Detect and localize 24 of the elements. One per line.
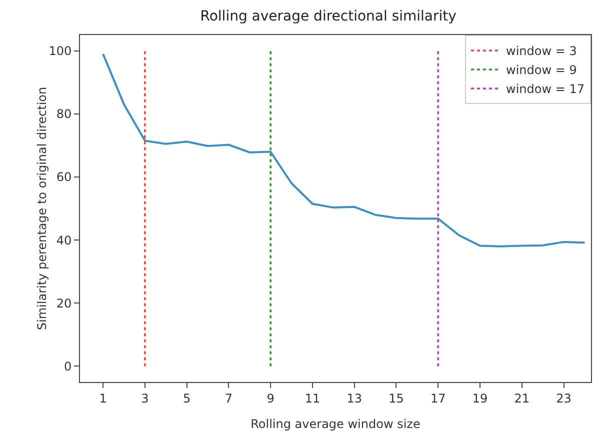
y-tick-label: 20 [56,296,72,310]
x-tick-label: 23 [556,391,572,406]
x-tick-label: 1 [99,391,107,406]
x-tick-label: 17 [430,391,446,406]
chart-title: Rolling average directional similarity [200,8,456,25]
x-tick-label: 5 [182,391,191,406]
x-tick-label: 7 [224,391,233,406]
legend-label: window = 9 [506,63,577,78]
legend-label: window = 3 [506,44,577,58]
x-tick-label: 19 [472,391,488,406]
legend-label: window = 17 [506,82,584,96]
x-axis-title: Rolling average window size [250,417,420,431]
y-tick-label: 0 [64,359,72,374]
y-tick-label: 100 [48,44,72,58]
y-tick-label: 60 [56,170,72,184]
x-tick-label: 9 [266,391,274,406]
y-axis-title: Similarity perentage to original direction [35,86,49,330]
x-tick-label: 21 [514,391,530,406]
x-tick-label: 13 [346,391,362,406]
y-tick-label: 40 [56,233,72,248]
y-tick-label: 80 [56,107,72,122]
x-tick-label: 3 [141,391,149,406]
x-tick-label: 11 [304,391,320,406]
x-tick-label: 15 [388,391,404,406]
